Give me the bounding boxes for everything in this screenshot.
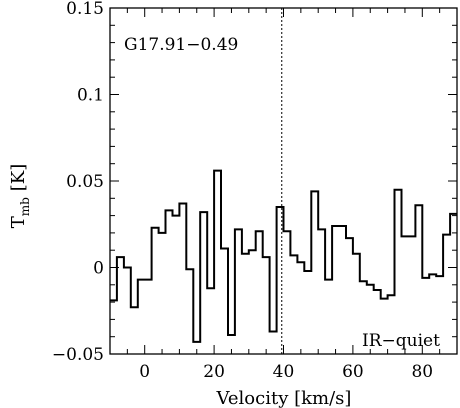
x-tick-label: 60 — [342, 362, 364, 382]
x-tick-label: 20 — [203, 362, 225, 382]
y-axis-label: Tmb [K] — [8, 164, 32, 229]
y-tick-label: 0.05 — [66, 172, 104, 192]
x-tick-label: 40 — [273, 362, 295, 382]
y-tick-label: 0.1 — [77, 86, 104, 106]
source-label: G17.91−0.49 — [124, 35, 238, 55]
x-tick-label: 80 — [411, 362, 433, 382]
y-axis-label-main: T — [8, 216, 29, 228]
y-axis-label-unit: [K] — [8, 164, 29, 192]
x-axis-label: Velocity [km/s] — [216, 388, 352, 408]
class-label: IR−quiet — [362, 331, 440, 351]
tick-labels: 0 20 40 60 80 −0.05 0 0.05 0.1 0.15 — [52, 0, 433, 382]
y-tick-label: 0 — [93, 259, 104, 279]
spectrum-series-line — [110, 169, 457, 343]
tick-marks — [109, 7, 458, 355]
y-axis-label-sub: mb — [18, 197, 32, 216]
y-tick-label: 0.15 — [66, 0, 104, 19]
x-tick-label: 0 — [139, 362, 150, 382]
plot-frame — [109, 7, 458, 355]
y-tick-label: −0.05 — [52, 345, 104, 365]
